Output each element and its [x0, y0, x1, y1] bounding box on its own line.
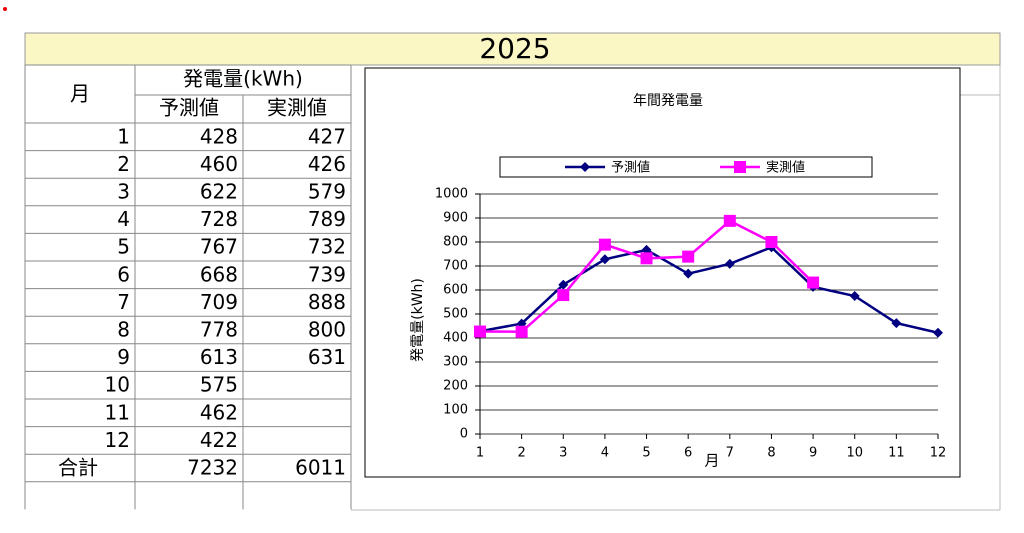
y-tick-label: 0 [460, 427, 468, 442]
x-tick-label: 10 [846, 446, 863, 461]
table-cell: 460 [200, 152, 238, 176]
y-tick-label: 700 [443, 259, 468, 274]
table-cell: 9 [117, 345, 130, 369]
marker [598, 238, 611, 251]
table-cell: 3 [117, 180, 130, 204]
table-cell: 728 [200, 207, 238, 231]
table-cell: 462 [200, 400, 238, 424]
marker [723, 214, 736, 227]
marker [558, 279, 569, 290]
y-axis-label: 発電量(kWh) [410, 278, 426, 362]
table-cell: 631 [308, 345, 346, 369]
marker [599, 254, 610, 265]
sheet-title: 2025 [479, 32, 550, 65]
header-group: 発電量(kWh) [183, 67, 303, 91]
y-tick-label: 500 [443, 307, 468, 322]
marker [807, 276, 820, 289]
y-tick-label: 1000 [435, 187, 468, 202]
legend-marker [734, 161, 746, 173]
table-cell: 11 [105, 400, 130, 424]
table-cell: 7 [117, 290, 130, 314]
header-forecast: 予測値 [159, 96, 219, 120]
table-cell: 579 [308, 180, 346, 204]
y-tick-label: 400 [443, 331, 468, 346]
table-cell: 789 [308, 207, 346, 231]
chart-title: 年間発電量 [633, 93, 703, 109]
legend-label: 実測値 [766, 160, 805, 176]
legend-marker [580, 162, 590, 172]
x-tick-label: 4 [601, 446, 609, 461]
table-cell: 2 [117, 152, 130, 176]
table-cell: 778 [200, 318, 238, 342]
y-tick-label: 900 [443, 211, 468, 226]
marker [683, 268, 694, 279]
cursor-dot [3, 7, 7, 11]
total-cell: 合計 [58, 456, 98, 480]
marker [891, 318, 902, 329]
series-line [479, 245, 939, 334]
x-axis-label: 月 [704, 452, 719, 470]
table-cell: 732 [308, 235, 346, 259]
x-tick-label: 11 [888, 446, 905, 461]
marker [640, 252, 653, 265]
marker [557, 289, 570, 302]
table-cell: 622 [200, 180, 238, 204]
title-band [24, 32, 1001, 66]
header-month: 月 [70, 82, 90, 106]
x-tick-label: 7 [726, 446, 734, 461]
header-actual: 実測値 [267, 96, 327, 120]
x-tick-label: 12 [930, 446, 947, 461]
y-tick-label: 200 [443, 379, 468, 394]
marker [765, 236, 778, 248]
marker [933, 327, 943, 338]
y-tick-label: 100 [443, 403, 468, 418]
table-cell: 4 [117, 207, 130, 231]
x-tick-label: 1 [476, 446, 484, 461]
y-tick-label: 300 [443, 355, 468, 370]
table-cell: 427 [308, 124, 346, 148]
legend [499, 156, 873, 178]
x-tick-label: 3 [559, 446, 567, 461]
table-cell: 12 [105, 428, 130, 452]
table-cell: 613 [200, 345, 238, 369]
table-cell: 709 [200, 290, 238, 314]
x-tick-label: 6 [684, 446, 692, 461]
marker [474, 325, 486, 338]
table-cell: 668 [200, 262, 238, 286]
table-cell: 739 [308, 262, 346, 286]
table-cell: 767 [200, 235, 238, 259]
chart-frame [364, 67, 961, 478]
x-tick-label: 2 [517, 446, 525, 461]
legend-label: 予測値 [611, 160, 650, 176]
x-tick-label: 8 [767, 446, 775, 461]
table-cell: 8 [117, 318, 130, 342]
x-tick-label: 9 [809, 446, 817, 461]
table-cell: 6 [117, 262, 130, 286]
table-cell: 426 [308, 152, 346, 176]
y-tick-label: 600 [443, 283, 468, 298]
table-cell: 5 [117, 235, 130, 259]
table-cell: 10 [105, 373, 130, 397]
marker [849, 291, 860, 301]
total-cell: 6011 [295, 456, 346, 480]
total-cell: 7232 [187, 456, 238, 480]
table-cell: 1 [117, 124, 130, 148]
marker [682, 250, 695, 263]
x-tick-label: 5 [642, 446, 650, 461]
table-cell: 428 [200, 124, 238, 148]
table-cell: 422 [200, 428, 238, 452]
table-cell: 800 [308, 318, 346, 342]
marker [515, 325, 528, 338]
table-cell: 575 [200, 373, 238, 397]
table-cell: 888 [308, 290, 346, 314]
marker [724, 258, 735, 269]
y-tick-label: 800 [443, 235, 468, 250]
